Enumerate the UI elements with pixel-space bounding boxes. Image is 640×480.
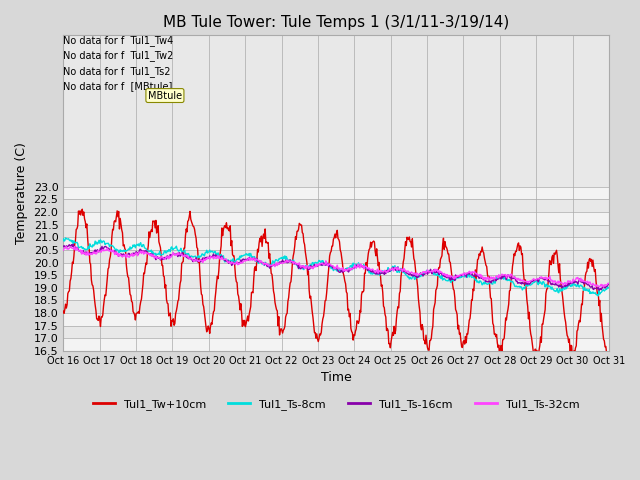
Bar	[63, 338, 609, 351]
Bar	[63, 288, 609, 300]
Bar	[63, 212, 609, 225]
Text: No data for f  [MBtule]: No data for f [MBtule]	[63, 81, 173, 91]
Bar	[63, 263, 609, 275]
Text: MBtule: MBtule	[148, 91, 182, 100]
Bar	[63, 313, 609, 325]
Text: No data for f  Tul1_Tw2: No data for f Tul1_Tw2	[63, 50, 173, 61]
Legend: Tul1_Tw+10cm, Tul1_Ts-8cm, Tul1_Ts-16cm, Tul1_Ts-32cm: Tul1_Tw+10cm, Tul1_Ts-8cm, Tul1_Ts-16cm,…	[88, 395, 584, 415]
Bar	[63, 187, 609, 199]
Y-axis label: Temperature (C): Temperature (C)	[15, 142, 28, 244]
Text: No data for f  Tul1_Tw4: No data for f Tul1_Tw4	[63, 36, 173, 46]
X-axis label: Time: Time	[321, 371, 351, 384]
Bar	[63, 237, 609, 250]
Title: MB Tule Tower: Tule Temps 1 (3/1/11-3/19/14): MB Tule Tower: Tule Temps 1 (3/1/11-3/19…	[163, 15, 509, 30]
Text: No data for f  Tul1_Ts2: No data for f Tul1_Ts2	[63, 66, 171, 76]
